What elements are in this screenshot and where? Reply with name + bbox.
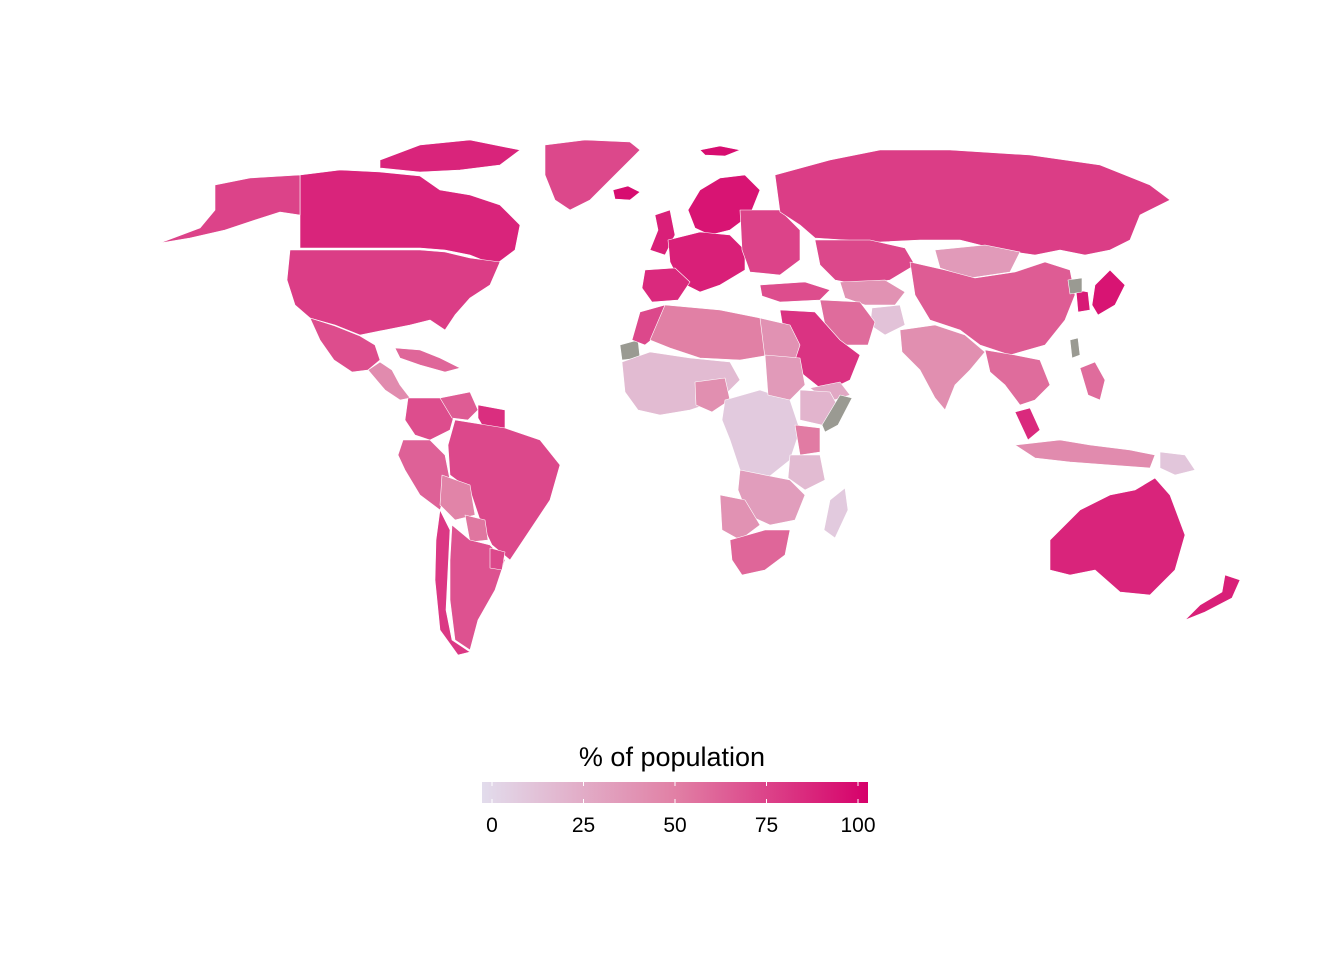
legend-tick-label: 25 — [571, 814, 596, 837]
region-iberia — [641, 267, 691, 303]
region-madagascar — [823, 487, 849, 539]
legend-title: % of population — [578, 742, 766, 772]
region-north-africa — [649, 304, 781, 361]
region-paraguay — [464, 514, 489, 543]
region-central-america — [367, 361, 411, 401]
region-somalia — [821, 394, 853, 433]
region-namibia-botswana — [719, 494, 761, 541]
region-canada — [299, 169, 521, 266]
region-malaysia — [1014, 407, 1041, 441]
region-eastern-europe — [739, 209, 801, 276]
region-north-korea — [1067, 277, 1083, 295]
region-venezuela — [439, 391, 479, 421]
region-alaska — [159, 174, 301, 244]
region-kenya — [794, 424, 821, 456]
region-taiwan — [1069, 337, 1081, 359]
region-iceland — [612, 185, 641, 201]
region-philippines — [1079, 361, 1106, 401]
color-legend: % of population 0 25 50 75 100 — [0, 730, 1344, 850]
region-india — [899, 324, 986, 411]
legend-tick-label: 50 — [663, 814, 687, 837]
region-greenland — [544, 139, 641, 211]
region-nigeria — [694, 377, 731, 413]
region-arctic-islands — [379, 139, 521, 173]
region-mongolia — [934, 244, 1021, 279]
region-new-zealand — [1184, 574, 1241, 621]
region-mexico — [309, 317, 381, 373]
region-papua-new-guinea — [1159, 451, 1196, 476]
region-china — [909, 261, 1076, 356]
region-indonesia — [1014, 439, 1156, 469]
region-brazil — [447, 419, 561, 561]
world-choropleth-map — [159, 139, 1241, 656]
region-uruguay — [489, 547, 506, 571]
region-korea — [1075, 289, 1091, 313]
region-kazakhstan — [814, 239, 916, 286]
region-chile — [434, 509, 471, 656]
region-southern-africa — [737, 469, 806, 526]
region-caribbean — [394, 347, 461, 373]
region-egypt — [759, 317, 801, 361]
region-east-africa — [787, 454, 826, 491]
region-south-africa — [729, 529, 791, 576]
legend-tick-label: 75 — [754, 814, 779, 837]
region-australia — [1049, 477, 1186, 596]
legend-tick-label: 100 — [840, 814, 876, 837]
region-svalbard — [699, 145, 741, 157]
region-united-states — [286, 249, 501, 336]
region-central-asia — [839, 279, 906, 306]
region-sudan — [764, 354, 806, 401]
legend-tick-label: 0 — [486, 814, 498, 837]
region-russia — [774, 149, 1171, 256]
region-bolivia — [439, 474, 476, 521]
region-southeast-asia — [984, 349, 1051, 406]
region-japan — [1091, 269, 1126, 316]
legend-color-bar — [482, 782, 868, 803]
region-turkey — [759, 281, 831, 303]
region-central-africa — [721, 389, 801, 481]
map-regions — [159, 139, 1241, 656]
